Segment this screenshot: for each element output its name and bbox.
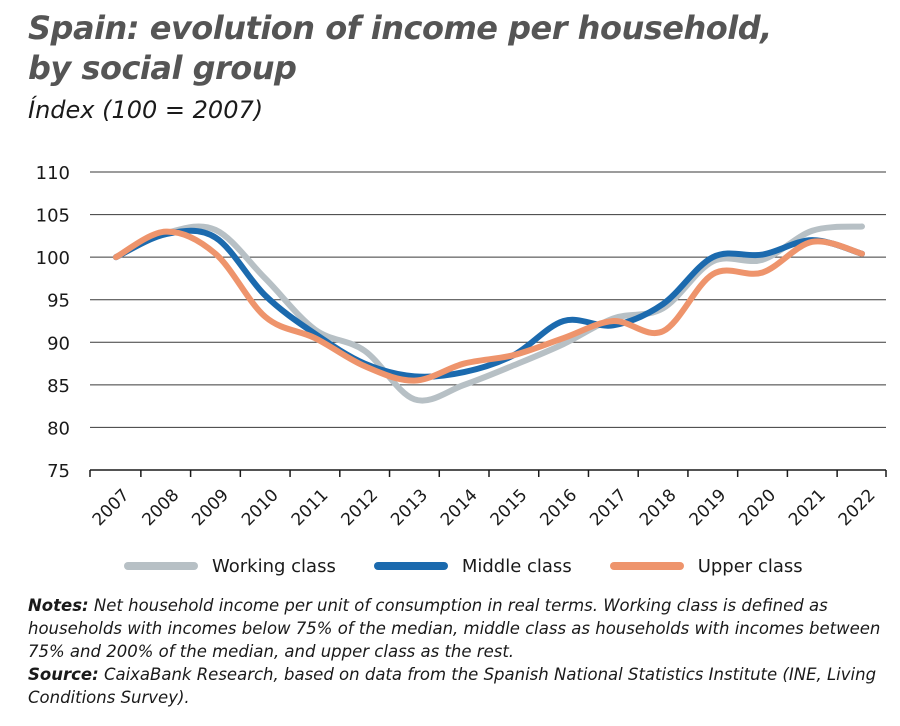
y-tick-label: 100 bbox=[36, 248, 70, 269]
legend-label: Middle class bbox=[461, 555, 572, 577]
chart-title: Spain: evolution of income per household… bbox=[28, 8, 888, 88]
chart-legend: Working class Middle class Upper class bbox=[124, 554, 841, 578]
series-line-middle-class bbox=[113, 227, 865, 380]
notes-block: Notes: Net household income per unit of … bbox=[28, 594, 896, 709]
legend-label: Working class bbox=[212, 555, 336, 577]
x-tick-label: 2012 bbox=[337, 485, 382, 530]
x-tick-label: 2017 bbox=[586, 485, 631, 530]
legend-swatch bbox=[124, 562, 198, 570]
x-tick-label: 2013 bbox=[387, 485, 432, 530]
legend-swatch bbox=[609, 562, 684, 570]
notes-text: Net household income per unit of consump… bbox=[28, 596, 881, 661]
chart-title-line-2: by social group bbox=[28, 49, 297, 87]
x-tick-label: 2014 bbox=[437, 485, 482, 530]
x-tick-label: 2016 bbox=[536, 485, 581, 530]
source-label: Source: bbox=[28, 665, 99, 684]
legend-item-working-class: Working class bbox=[124, 556, 336, 577]
y-tick-label: 80 bbox=[47, 418, 70, 439]
x-tick-label: 2008 bbox=[139, 485, 184, 530]
y-tick-label: 95 bbox=[47, 291, 70, 312]
y-tick-label: 110 bbox=[36, 163, 70, 184]
series-line-upper-class bbox=[113, 228, 865, 384]
chart-subtitle: Índex (100 = 2007) bbox=[28, 96, 264, 124]
x-tick-label: 2018 bbox=[636, 485, 681, 530]
x-tick-label: 2022 bbox=[835, 485, 880, 530]
y-tick-label: 75 bbox=[47, 461, 70, 482]
x-tick-label: 2009 bbox=[188, 485, 233, 530]
legend-item-middle-class: Middle class bbox=[373, 555, 572, 577]
source-text: CaixaBank Research, based on data from t… bbox=[28, 665, 877, 707]
x-tick-label: 2007 bbox=[89, 485, 134, 530]
y-tick-label: 90 bbox=[47, 333, 70, 354]
legend-label: Upper class bbox=[697, 555, 803, 577]
x-tick-label: 2020 bbox=[735, 485, 780, 530]
y-tick-label: 85 bbox=[47, 376, 70, 397]
series-line-working-class bbox=[113, 223, 865, 404]
x-tick-label: 2010 bbox=[238, 485, 283, 530]
chart-title-line-1: Spain: evolution of income per household… bbox=[28, 9, 772, 47]
legend-swatch bbox=[373, 562, 448, 570]
y-tick-label: 105 bbox=[36, 206, 70, 227]
legend-item-upper-class: Upper class bbox=[609, 555, 803, 577]
x-tick-label: 2019 bbox=[686, 485, 731, 530]
x-tick-label: 2021 bbox=[785, 485, 830, 530]
x-tick-label: 2011 bbox=[288, 485, 333, 530]
notes-label: Notes: bbox=[28, 596, 89, 615]
x-tick-label: 2015 bbox=[487, 485, 532, 530]
